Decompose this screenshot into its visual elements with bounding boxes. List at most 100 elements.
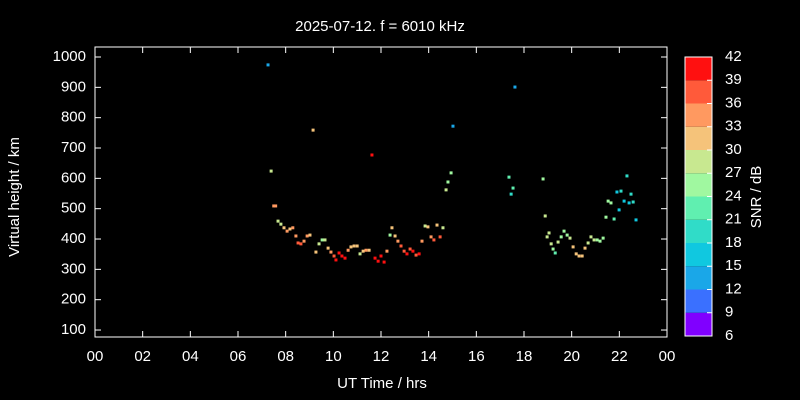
- y-axis-label: Virtual height / km: [6, 137, 23, 257]
- data-point: [598, 239, 602, 243]
- data-point: [340, 254, 344, 258]
- data-point: [288, 227, 292, 231]
- data-point: [355, 244, 359, 248]
- x-tick-label: 00: [659, 348, 676, 365]
- colorbar-segment: [685, 150, 712, 174]
- data-point: [507, 175, 511, 179]
- colorbar-tick-label: 42: [725, 48, 742, 65]
- data-point: [612, 217, 616, 221]
- data-point: [511, 186, 515, 190]
- y-tick-label: 100: [61, 321, 86, 338]
- data-point: [337, 251, 341, 255]
- data-point: [622, 199, 626, 203]
- colorbar-segment: [685, 126, 712, 150]
- colorbar-tick-label: 33: [725, 118, 742, 135]
- data-point: [577, 254, 581, 258]
- data-point: [305, 234, 309, 238]
- colorbar-tick-label: 27: [725, 164, 742, 181]
- data-point: [553, 251, 557, 255]
- x-tick-label: 10: [325, 348, 342, 365]
- data-point: [609, 201, 613, 205]
- data-point: [402, 249, 406, 253]
- x-tick-label: 04: [182, 348, 199, 365]
- data-point: [396, 239, 400, 243]
- data-point: [429, 235, 433, 239]
- data-point: [509, 192, 513, 196]
- data-point: [595, 238, 599, 242]
- colorbar-segment: [685, 57, 712, 81]
- data-point: [432, 238, 436, 242]
- colorbar-tick-label: 30: [725, 141, 742, 158]
- data-point: [551, 247, 555, 251]
- x-tick-label: 08: [277, 348, 294, 365]
- x-tick-label: 16: [468, 348, 485, 365]
- x-tick-label: 00: [87, 348, 104, 365]
- data-point: [317, 242, 321, 246]
- data-point: [308, 233, 312, 237]
- colorbar-segment: [685, 173, 712, 197]
- x-tick-label: 12: [373, 348, 390, 365]
- data-point: [545, 235, 549, 239]
- colorbar-segment: [685, 103, 712, 127]
- data-point: [294, 234, 298, 238]
- data-point: [320, 238, 324, 242]
- data-point: [631, 200, 635, 204]
- data-point: [574, 252, 578, 256]
- data-point: [449, 171, 453, 175]
- colorbar-label: SNR / dB: [748, 166, 765, 229]
- data-point: [393, 234, 397, 238]
- y-tick-label: 700: [61, 139, 86, 156]
- x-tick-label: 14: [420, 348, 437, 365]
- chart-title: 2025-07-12. f = 6010 kHz: [295, 18, 465, 35]
- y-tick-label: 900: [61, 78, 86, 95]
- data-point: [272, 204, 276, 208]
- colorbar-tick-label: 12: [725, 280, 742, 297]
- data-point: [565, 233, 569, 237]
- y-tick-label: 200: [61, 291, 86, 308]
- data-point: [604, 215, 608, 219]
- data-point: [435, 223, 439, 227]
- data-point: [399, 244, 403, 248]
- y-tick-label: 800: [61, 109, 86, 126]
- colorbar-segment: [685, 266, 712, 290]
- data-point: [541, 177, 545, 181]
- plot-frame: [94, 46, 668, 338]
- x-tick-label: 22: [611, 348, 628, 365]
- data-point: [373, 256, 377, 260]
- data-point: [571, 245, 575, 249]
- colorbar-segment: [685, 243, 712, 267]
- data-point: [285, 229, 289, 233]
- data-point: [411, 249, 415, 253]
- x-tick-label: 06: [230, 348, 247, 365]
- y-tick-label: 400: [61, 230, 86, 247]
- data-point: [279, 222, 283, 226]
- y-tick-label: 600: [61, 169, 86, 186]
- data-point: [423, 224, 427, 228]
- colorbar-segment: [685, 289, 712, 313]
- colorbar-tick-label: 15: [725, 257, 742, 274]
- data-point: [326, 246, 330, 250]
- data-point: [606, 199, 610, 203]
- data-point: [329, 250, 333, 254]
- data-point: [311, 128, 315, 132]
- data-point: [446, 180, 450, 184]
- data-point: [349, 245, 353, 249]
- y-tick-label: 300: [61, 260, 86, 277]
- data-point: [592, 238, 596, 242]
- data-point: [414, 253, 418, 257]
- data-point: [615, 190, 619, 194]
- data-point: [367, 248, 371, 252]
- data-point: [323, 238, 327, 242]
- data-point: [619, 189, 623, 193]
- colorbar-segment: [685, 312, 712, 336]
- data-point: [420, 239, 424, 243]
- data-point: [583, 246, 587, 250]
- data-point: [302, 239, 306, 243]
- y-tick-label: 500: [61, 200, 86, 217]
- data-point: [299, 242, 303, 246]
- x-axis-label: UT Time / hrs: [337, 375, 427, 392]
- colorbar-tick-label: 21: [725, 211, 742, 228]
- data-point: [562, 229, 566, 233]
- data-point: [282, 226, 286, 230]
